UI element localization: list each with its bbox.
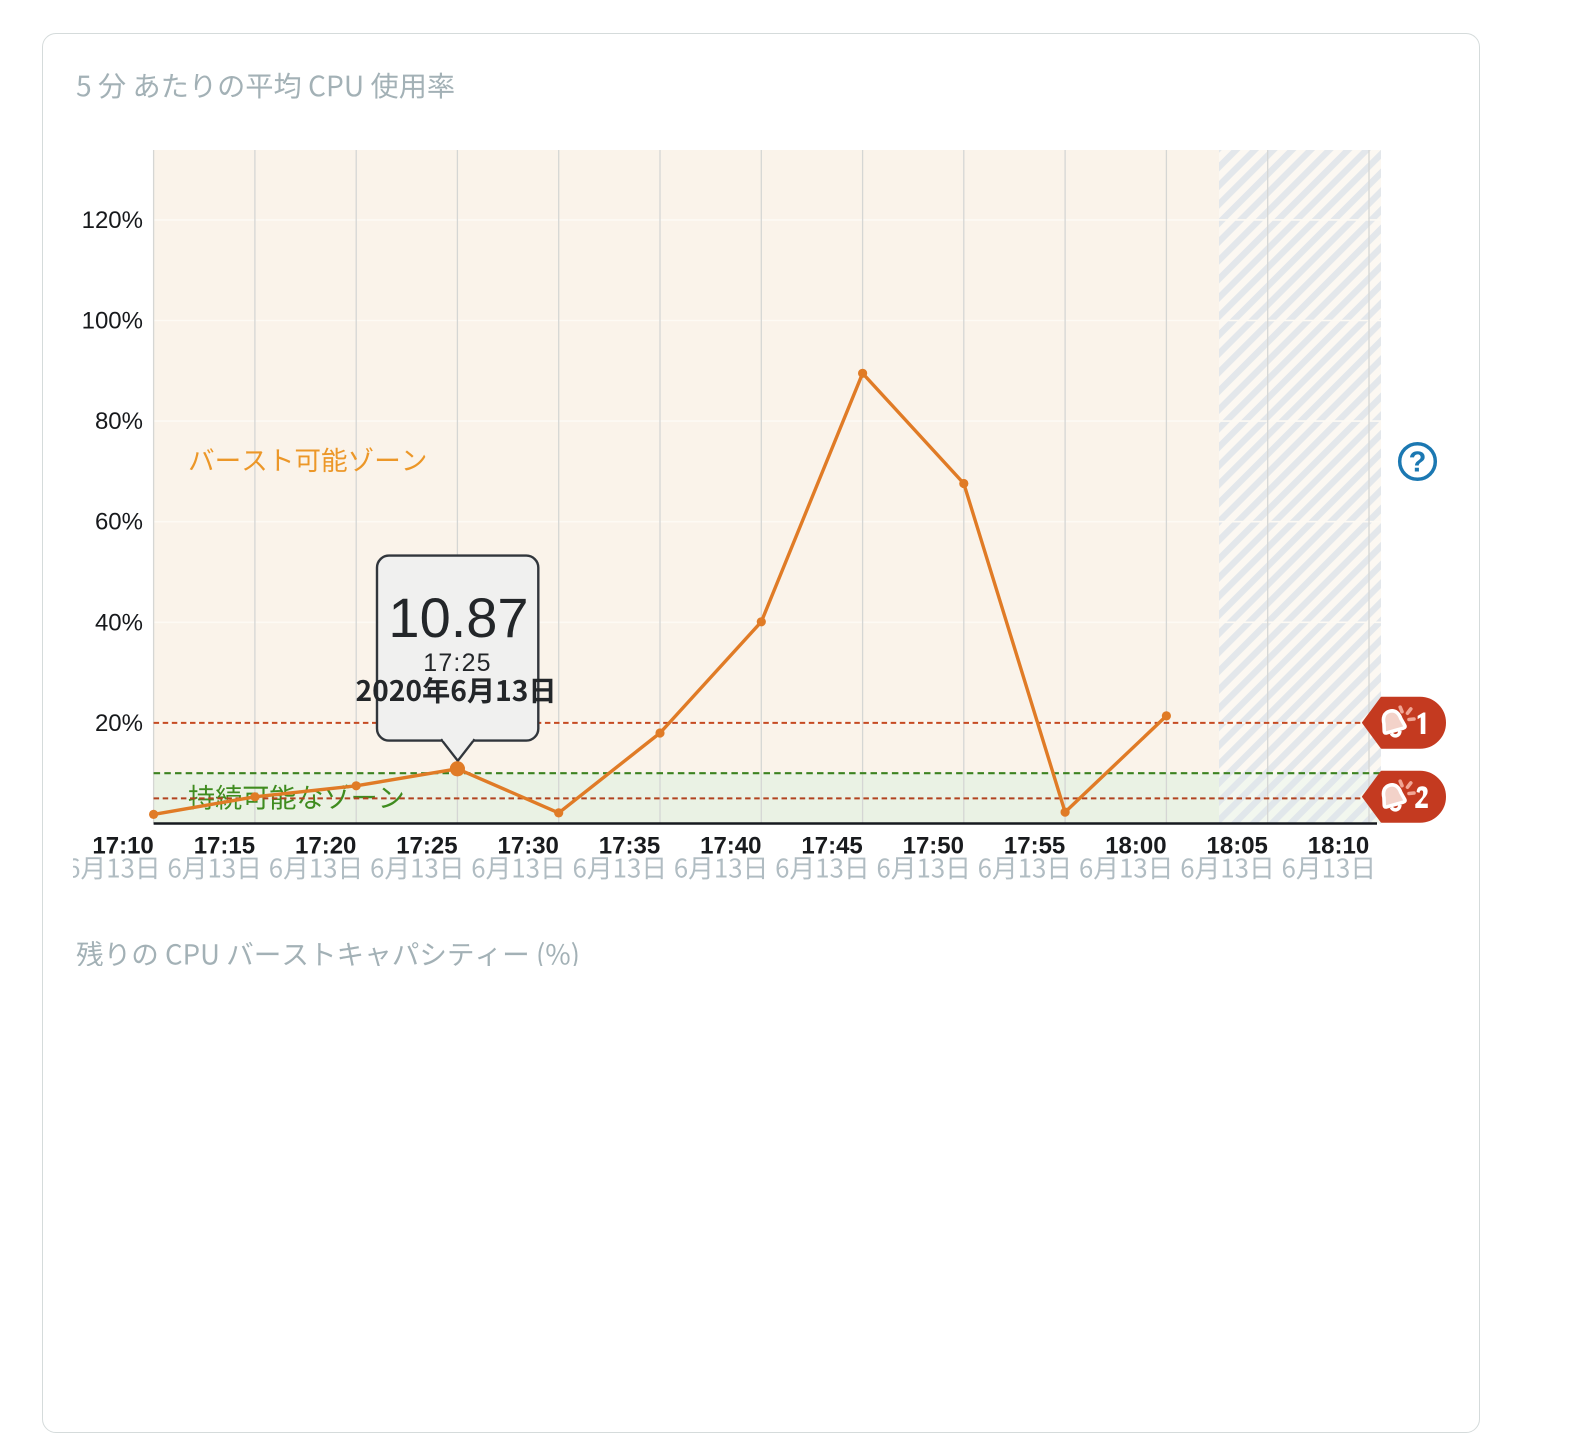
svg-text:17:15: 17:15 — [194, 833, 255, 860]
svg-text:?: ? — [1409, 447, 1427, 479]
svg-text:40%: 40% — [95, 609, 143, 636]
svg-text:17:55: 17:55 — [1004, 833, 1065, 860]
svg-text:17:50: 17:50 — [903, 833, 964, 860]
svg-text:17:45: 17:45 — [801, 833, 862, 860]
svg-text:18:00: 18:00 — [1105, 833, 1166, 860]
svg-text:17:10: 17:10 — [92, 833, 153, 860]
svg-text:120%: 120% — [82, 207, 143, 234]
svg-text:100%: 100% — [82, 308, 143, 335]
svg-text:17:30: 17:30 — [498, 833, 559, 860]
svg-text:10.87: 10.87 — [388, 586, 528, 649]
svg-text:17:40: 17:40 — [700, 833, 761, 860]
svg-text:17:25: 17:25 — [423, 649, 492, 677]
svg-text:17:20: 17:20 — [295, 833, 356, 860]
svg-text:18:10: 18:10 — [1308, 833, 1369, 860]
svg-text:80%: 80% — [95, 408, 143, 435]
svg-text:17:25: 17:25 — [396, 833, 457, 860]
svg-text:20%: 20% — [95, 710, 143, 737]
svg-text:17:35: 17:35 — [599, 833, 660, 860]
svg-text:60%: 60% — [95, 509, 143, 536]
svg-text:18:05: 18:05 — [1207, 833, 1268, 860]
